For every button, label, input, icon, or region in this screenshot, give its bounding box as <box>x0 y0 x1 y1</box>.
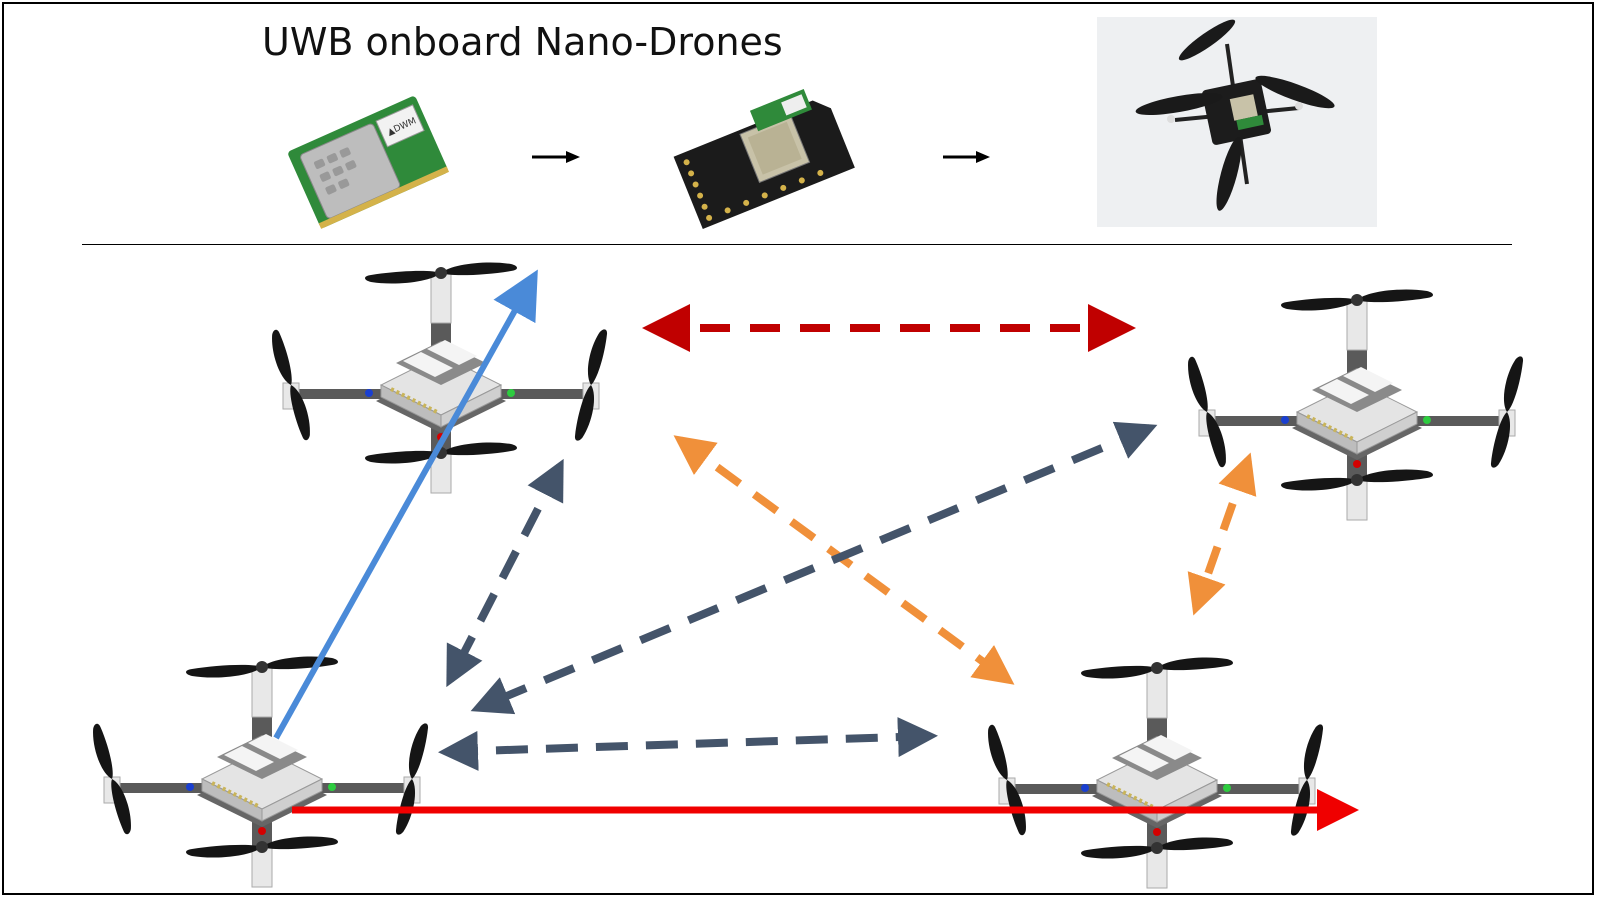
uwb-deck-image <box>673 89 855 230</box>
blue-trajectory-arrow <box>273 269 538 740</box>
dashed-link-tr-bl <box>470 421 1158 715</box>
pipeline-arrow-2 <box>943 151 990 163</box>
drone-top-left <box>270 262 622 493</box>
dashed-link-tr-br <box>1187 452 1257 616</box>
dashed-link-tl-bl <box>446 458 564 688</box>
drone-bottom-right <box>986 657 1338 888</box>
drone-bottom-left <box>91 656 443 887</box>
section-divider <box>82 244 1512 245</box>
pipeline-arrow-1 <box>532 151 580 163</box>
dashed-link-tl-br <box>673 435 1015 685</box>
nano-drone-photo <box>1097 17 1377 227</box>
figure-title: UWB onboard Nano-Drones <box>262 20 783 64</box>
uwb-module-image: ▲DWM <box>288 96 450 229</box>
dashed-link-bl-br <box>438 717 938 771</box>
